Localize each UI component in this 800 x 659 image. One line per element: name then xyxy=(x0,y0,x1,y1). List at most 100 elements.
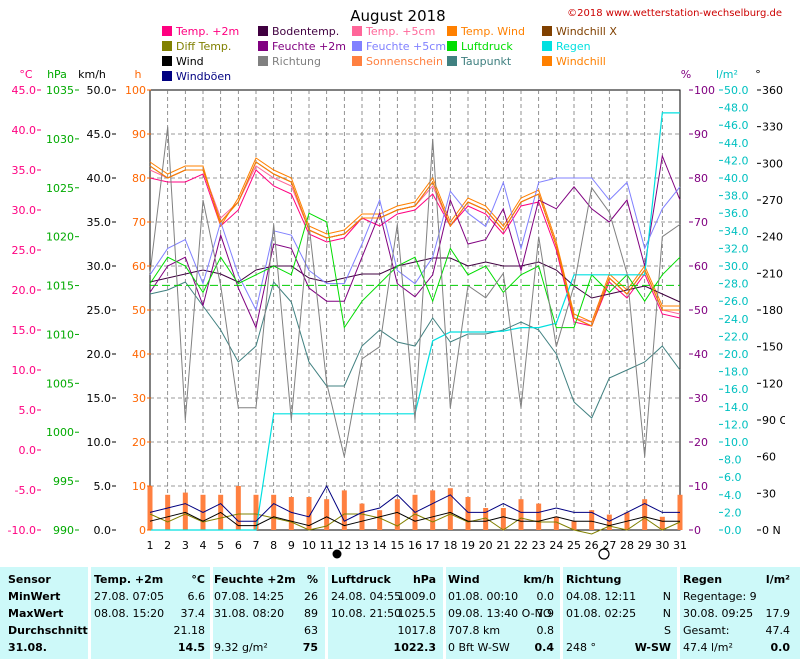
stats-cell: Regen xyxy=(683,573,723,586)
series-line xyxy=(149,484,680,522)
stats-cell: Temp. +2m xyxy=(94,573,164,586)
deg-unit: ° xyxy=(755,68,761,81)
legend-swatch xyxy=(542,56,552,66)
day-tick-label: 30 xyxy=(655,539,669,552)
stats-cell: W-SW xyxy=(634,641,671,654)
legend: Temp. +2m Bodentemp. Temp. +5cm Temp. Wind W… xyxy=(162,25,617,83)
legend-swatch xyxy=(162,71,172,81)
stats-cell: 26 xyxy=(304,590,318,603)
pct-tick-label: 10 xyxy=(694,480,708,493)
rain-tick-label: 20.0 xyxy=(724,348,749,361)
sunshine-bar xyxy=(589,510,595,530)
legend-swatch xyxy=(352,26,362,36)
deg-tick-label: 240 xyxy=(762,231,783,244)
series-line xyxy=(149,157,680,323)
stats-cell: 0.0 xyxy=(536,590,555,603)
stats-cell: MinWert xyxy=(8,590,61,603)
day-tick-label: 24 xyxy=(549,539,563,552)
stats-cell: 37.4 xyxy=(180,607,206,620)
legend-swatch xyxy=(352,41,362,51)
deg-tick-label: 210 xyxy=(762,267,783,280)
stats-cell: 09.08. 13:40 O-NO xyxy=(448,607,552,620)
stats-cell: l/m² xyxy=(765,573,790,586)
sunshine-bar xyxy=(377,510,383,530)
kmh-tick-label: 10.0 xyxy=(87,436,112,449)
rain-tick-label: 4.0 xyxy=(724,489,742,502)
stats-cell: 6.6 xyxy=(187,590,206,603)
temp-tick-label: 25.0 xyxy=(12,244,37,257)
stats-cell: N xyxy=(662,590,671,603)
legend-swatch xyxy=(447,26,457,36)
stats-cell: 707.8 km xyxy=(448,624,501,637)
stats-cell: S xyxy=(664,624,671,637)
rain-tick-label: 10.0 xyxy=(724,436,749,449)
day-tick-label: 28 xyxy=(620,539,634,552)
day-tick-label: 31 xyxy=(673,539,687,552)
deg-tick-label: 120 xyxy=(762,377,783,390)
stats-cell: 08.08. 15:20 xyxy=(94,607,165,620)
stats-cell: 1022.3 xyxy=(393,641,436,654)
hpa-unit: hPa xyxy=(47,68,67,81)
rain-tick-label: 36.0 xyxy=(724,207,749,220)
stats-cell: 89 xyxy=(304,607,318,620)
sunshine-bar xyxy=(465,497,471,530)
legend-swatch xyxy=(258,56,268,66)
series-line xyxy=(149,513,681,535)
copyright-link[interactable]: ©2018 www.wetterstation-wechselburg.de xyxy=(567,8,782,19)
sunshine-bar xyxy=(659,516,665,530)
legend-label: Windchill X xyxy=(556,25,617,38)
kmh-tick-label: 40.0 xyxy=(87,172,112,185)
stats-separator xyxy=(560,567,563,659)
stats-cell: hPa xyxy=(412,573,436,586)
legend-label: Windböen xyxy=(176,70,231,83)
deg-tick-label: 30 xyxy=(762,487,776,500)
legend-swatch xyxy=(447,56,457,66)
kmh-tick-label: 20.0 xyxy=(87,348,112,361)
stats-cell: 47.4 l/m² xyxy=(683,641,733,654)
legend-label: Sonnenschein xyxy=(366,55,443,68)
stats-cell: °C xyxy=(191,573,205,586)
series-line xyxy=(149,511,680,527)
legend-swatch xyxy=(352,56,362,66)
h-tick-label: 70 xyxy=(132,216,146,229)
rain-tick-label: 40.0 xyxy=(724,172,749,185)
legend-label: Windchill xyxy=(556,55,606,68)
stats-cell: 0.0 xyxy=(770,641,791,654)
rain-tick-label: 32.0 xyxy=(724,242,749,255)
legend-swatch xyxy=(447,41,457,51)
day-tick-label: 17 xyxy=(426,539,440,552)
rain-tick-label: 46.0 xyxy=(724,119,749,132)
sunshine-bar xyxy=(341,490,347,530)
day-tick-label: 4 xyxy=(200,539,207,552)
day-tick-label: 20 xyxy=(479,539,493,552)
stats-cell: 07.08. 14:25 xyxy=(214,590,285,603)
sunshine-bar xyxy=(571,521,577,530)
pct-tick-label: 60 xyxy=(694,260,708,273)
deg-tick-label: 0 N xyxy=(762,524,781,537)
stats-cell: Wind xyxy=(448,573,480,586)
pct-tick-label: 30 xyxy=(694,392,708,405)
legend-label: Bodentemp. xyxy=(272,25,339,38)
series-line xyxy=(149,126,681,457)
day-tick-label: 11 xyxy=(320,539,334,552)
rain-tick-label: 42.0 xyxy=(724,154,749,167)
legend-label: Wind xyxy=(176,55,204,68)
hpa-tick-label: 1005 xyxy=(46,377,74,390)
pct-tick-label: 40 xyxy=(694,348,708,361)
stats-cell: 1025.5 xyxy=(397,607,437,620)
sunshine-bar xyxy=(500,508,506,530)
stats-separator xyxy=(677,567,680,659)
legend-label: Regen xyxy=(556,40,591,53)
stats-cell: 30.08. 09:25 xyxy=(683,607,754,620)
legend-label: Feuchte +5cm xyxy=(366,40,446,53)
hpa-tick-label: 1035 xyxy=(46,84,74,97)
hpa-tick-label: 1020 xyxy=(46,231,74,244)
sunshine-bar xyxy=(483,508,489,530)
kmh-tick-label: 5.0 xyxy=(94,480,112,493)
rain-unit: l/m² xyxy=(716,68,738,81)
stats-cell: Sensor xyxy=(8,573,51,586)
pct-unit: % xyxy=(681,68,691,81)
h-tick-label: 20 xyxy=(132,436,146,449)
temp-tick-label: 15.0 xyxy=(12,324,37,337)
legend-swatch xyxy=(542,26,552,36)
